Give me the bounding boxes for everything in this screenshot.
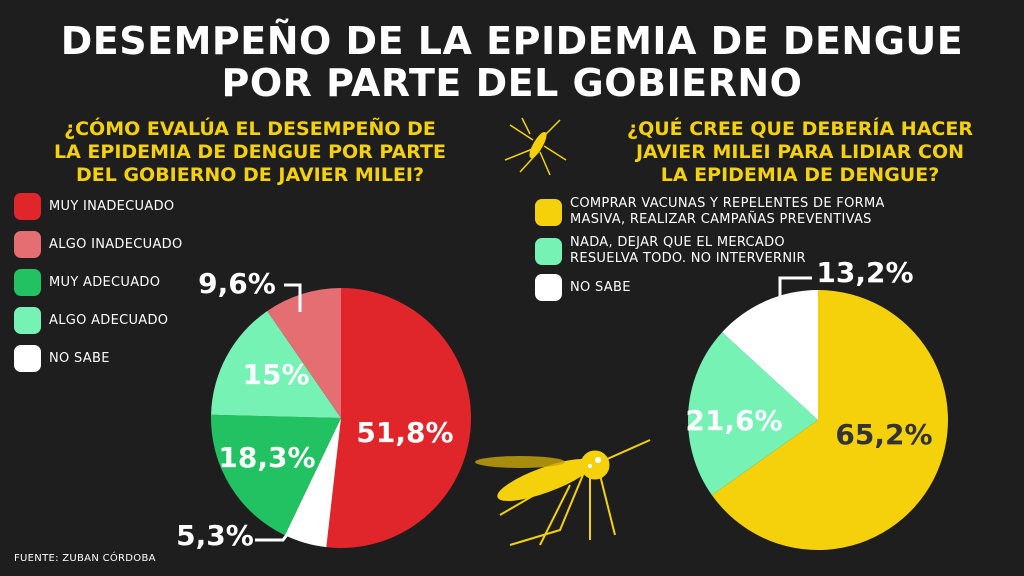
legend-item: COMPRAR VACUNAS Y REPELENTES DE FORMA MAS… [535,196,885,228]
data-label: 21,6% [685,404,782,437]
data-label: 9,6% [198,267,276,300]
pie-slice [688,332,818,496]
data-label: 13,2% [816,256,913,289]
legend-swatch [14,193,41,220]
legend-swatch [14,269,41,296]
legend-swatch [535,198,562,226]
data-label: 18,3% [218,441,315,474]
title-line: JAVIER MILEI PARA LIDIAR CON [635,141,965,163]
legend-label: COMPRAR VACUNAS Y REPELENTES DE FORMA [570,196,885,211]
data-label: 51,8% [356,416,453,449]
main-title: DESEMPEÑO DE LA EPIDEMIA DE DENGUE POR P… [0,20,1024,104]
legend-item: NADA, DEJAR QUE EL MERCADO RESUELVA TODO.… [535,235,806,267]
legend-swatch [14,345,41,372]
legend-item: MUY ADECUADO [14,269,160,296]
legend-item: ALGO INADECUADO [14,231,182,258]
legend-swatch [535,237,562,265]
legend-swatch [14,231,41,258]
legend-label: NADA, DEJAR QUE EL MERCADO [570,235,785,250]
legend-label: RESUELVA TODO. NO INTERVERNIR [570,251,806,266]
legend-label: MASIVA, REALIZAR CAMPAÑAS PREVENTIVAS [570,212,872,227]
legend-item: NO SABE [14,345,110,372]
title-line: LA EPIDEMIA DE DENGUE POR PARTE [53,141,446,163]
right-chart-title: ¿QUÉ CREE QUE DEBERÍA HACER JAVIER MILEI… [590,118,1010,187]
legend-swatch [14,307,41,334]
pie-slice [267,288,341,418]
title-line: ¿QUÉ CREE QUE DEBERÍA HACER [627,118,973,140]
legend-label: MUY ADECUADO [49,275,161,290]
title-line: DEL GOBIERNO DE JAVIER MILEI? [75,164,425,186]
legend-label: ALGO ADECUADO [49,313,169,328]
left-chart-title: ¿CÓMO EVALÚA EL DESEMPEÑO DE LA EPIDEMIA… [30,118,470,187]
pie-slice [326,288,471,548]
data-label: 5,3% [176,519,254,552]
leader-line [255,527,294,542]
source-note: FUENTE: ZUBAN CÓRDOBA [14,553,156,564]
pie-slice [211,310,341,418]
legend-item: ALGO ADECUADO [14,307,168,334]
data-label: 65,2% [835,418,932,451]
legend-label: NO SABE [49,351,110,366]
leader-line [284,283,302,312]
legend-item: NO SABE [535,274,631,301]
pie-slice [722,290,818,420]
title-line-1: DESEMPEÑO DE LA EPIDEMIA DE DENGUE [60,19,964,63]
data-label: 15% [242,358,309,391]
legend-label: MUY INADECUADO [49,199,175,214]
pie-slice [711,290,948,550]
mosquito-icon [475,439,651,546]
leader-line [778,276,812,300]
pie-slice [211,414,341,536]
legend-label: NO SABE [570,279,631,295]
pie-slice [284,418,341,548]
legend-swatch [535,274,562,301]
title-line: ¿CÓMO EVALÚA EL DESEMPEÑO DE [64,118,436,140]
mosquito-icon [504,117,567,176]
legend-label: ALGO INADECUADO [49,237,183,252]
title-line-2: POR PARTE DEL GOBIERNO [221,61,803,105]
title-line: LA EPIDEMIA DE DENGUE? [660,164,940,186]
legend-item: MUY INADECUADO [14,193,174,220]
